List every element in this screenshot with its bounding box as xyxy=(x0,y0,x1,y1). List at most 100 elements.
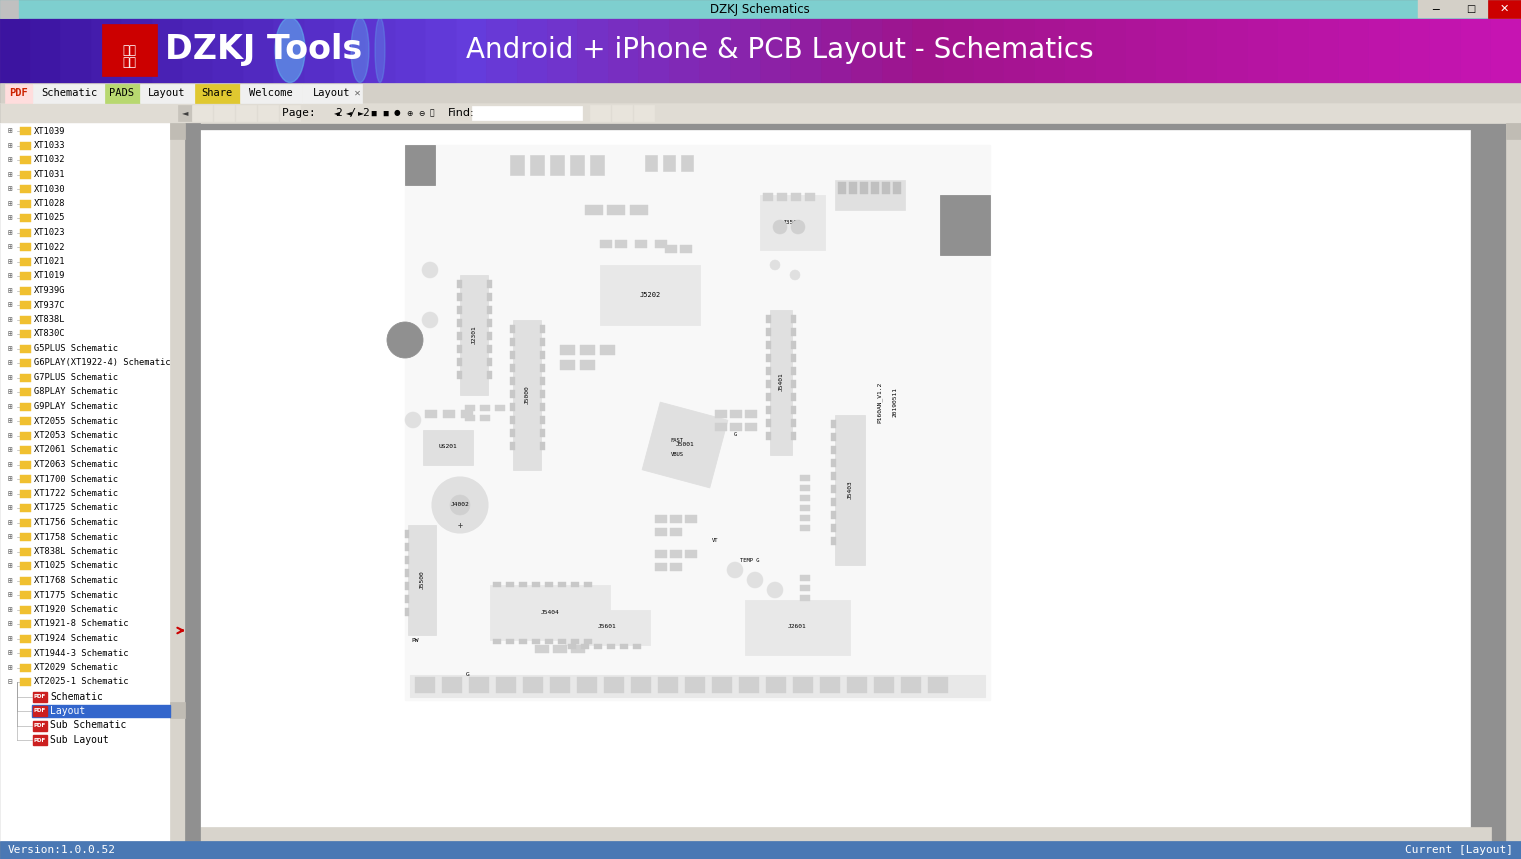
Text: XT939G: XT939G xyxy=(33,286,65,295)
Text: XT830C: XT830C xyxy=(33,330,65,338)
Bar xyxy=(0,0,18,18)
Bar xyxy=(493,639,500,644)
Bar xyxy=(656,563,668,571)
Bar xyxy=(551,677,570,693)
Bar xyxy=(730,423,742,431)
Bar xyxy=(91,18,122,83)
Bar xyxy=(599,265,700,325)
Text: XT1924 Schematic: XT1924 Schematic xyxy=(33,634,119,643)
Bar xyxy=(767,419,771,427)
Text: ⊞: ⊞ xyxy=(8,663,12,672)
Bar xyxy=(700,18,730,83)
Bar xyxy=(1034,18,1065,83)
Text: Sub Schematic: Sub Schematic xyxy=(50,721,126,730)
Bar xyxy=(405,530,409,538)
Text: 20190511: 20190511 xyxy=(893,387,897,417)
Bar xyxy=(739,677,759,693)
Bar xyxy=(540,403,545,411)
Bar xyxy=(183,18,211,83)
Bar xyxy=(20,591,30,599)
Text: ⊞: ⊞ xyxy=(8,373,12,382)
Circle shape xyxy=(773,220,786,234)
Bar xyxy=(1126,18,1154,83)
Bar xyxy=(20,635,30,643)
Text: ◼: ◼ xyxy=(382,108,388,118)
Bar xyxy=(791,341,795,349)
Bar xyxy=(494,405,505,411)
Bar xyxy=(570,639,580,644)
Bar xyxy=(791,419,795,427)
Bar xyxy=(405,569,409,577)
Bar xyxy=(599,345,614,355)
Bar xyxy=(152,18,183,83)
Bar xyxy=(523,677,543,693)
Text: Schematic: Schematic xyxy=(50,691,103,702)
Bar xyxy=(633,644,640,649)
Bar xyxy=(487,345,491,353)
Bar xyxy=(1338,18,1367,83)
Text: PDF: PDF xyxy=(33,738,46,742)
Bar xyxy=(570,645,586,653)
Bar xyxy=(424,18,456,83)
Bar xyxy=(584,582,592,587)
Bar xyxy=(875,677,894,693)
Text: ●: ● xyxy=(394,108,400,118)
Text: ⊞: ⊞ xyxy=(8,649,12,657)
Bar xyxy=(669,563,681,571)
Bar xyxy=(540,351,545,359)
Circle shape xyxy=(789,270,800,280)
Bar xyxy=(767,677,786,693)
Bar xyxy=(405,543,409,551)
Bar xyxy=(656,240,668,248)
Circle shape xyxy=(450,495,470,515)
Text: XT1039: XT1039 xyxy=(33,126,65,136)
Bar xyxy=(5,84,33,103)
Text: ⊞: ⊞ xyxy=(8,518,12,527)
Bar xyxy=(456,345,462,353)
Bar xyxy=(680,245,692,253)
Text: Welcome: Welcome xyxy=(249,88,294,98)
Text: J5500: J5500 xyxy=(420,570,424,589)
Bar xyxy=(830,472,837,480)
Bar xyxy=(20,678,30,686)
Bar xyxy=(487,18,517,83)
Bar xyxy=(545,582,554,587)
Bar xyxy=(33,84,105,103)
Bar xyxy=(669,515,681,523)
Bar xyxy=(1453,0,1488,18)
Bar xyxy=(443,410,455,418)
Bar xyxy=(913,18,943,83)
Bar xyxy=(304,18,335,83)
Bar xyxy=(487,358,491,366)
Circle shape xyxy=(791,220,805,234)
Bar xyxy=(122,18,152,83)
Text: P160AN_V1.2: P160AN_V1.2 xyxy=(878,381,882,423)
Text: XT1021: XT1021 xyxy=(33,257,65,266)
Bar xyxy=(195,84,240,103)
Text: XT2025-1 Schematic: XT2025-1 Schematic xyxy=(33,678,128,686)
Bar xyxy=(630,205,648,215)
Bar xyxy=(465,415,475,421)
Circle shape xyxy=(386,322,423,358)
Bar xyxy=(830,459,837,467)
Bar xyxy=(645,155,657,171)
Bar xyxy=(20,388,30,396)
Bar xyxy=(1095,18,1126,83)
Bar xyxy=(20,403,30,411)
Bar xyxy=(20,475,30,483)
Bar xyxy=(540,390,545,398)
Text: ⊞: ⊞ xyxy=(8,330,12,338)
Text: J5000: J5000 xyxy=(525,386,529,405)
Bar xyxy=(669,18,700,83)
Text: ⊞: ⊞ xyxy=(8,474,12,484)
Bar xyxy=(20,649,30,657)
Bar xyxy=(1186,18,1215,83)
Bar xyxy=(20,620,30,628)
Text: ⊞: ⊞ xyxy=(8,489,12,498)
Bar xyxy=(102,24,157,76)
Text: ⊞: ⊞ xyxy=(8,315,12,324)
Text: XT1921-8 Schematic: XT1921-8 Schematic xyxy=(33,619,128,629)
Bar xyxy=(656,550,668,558)
Bar xyxy=(1247,18,1278,83)
Bar xyxy=(581,644,589,649)
